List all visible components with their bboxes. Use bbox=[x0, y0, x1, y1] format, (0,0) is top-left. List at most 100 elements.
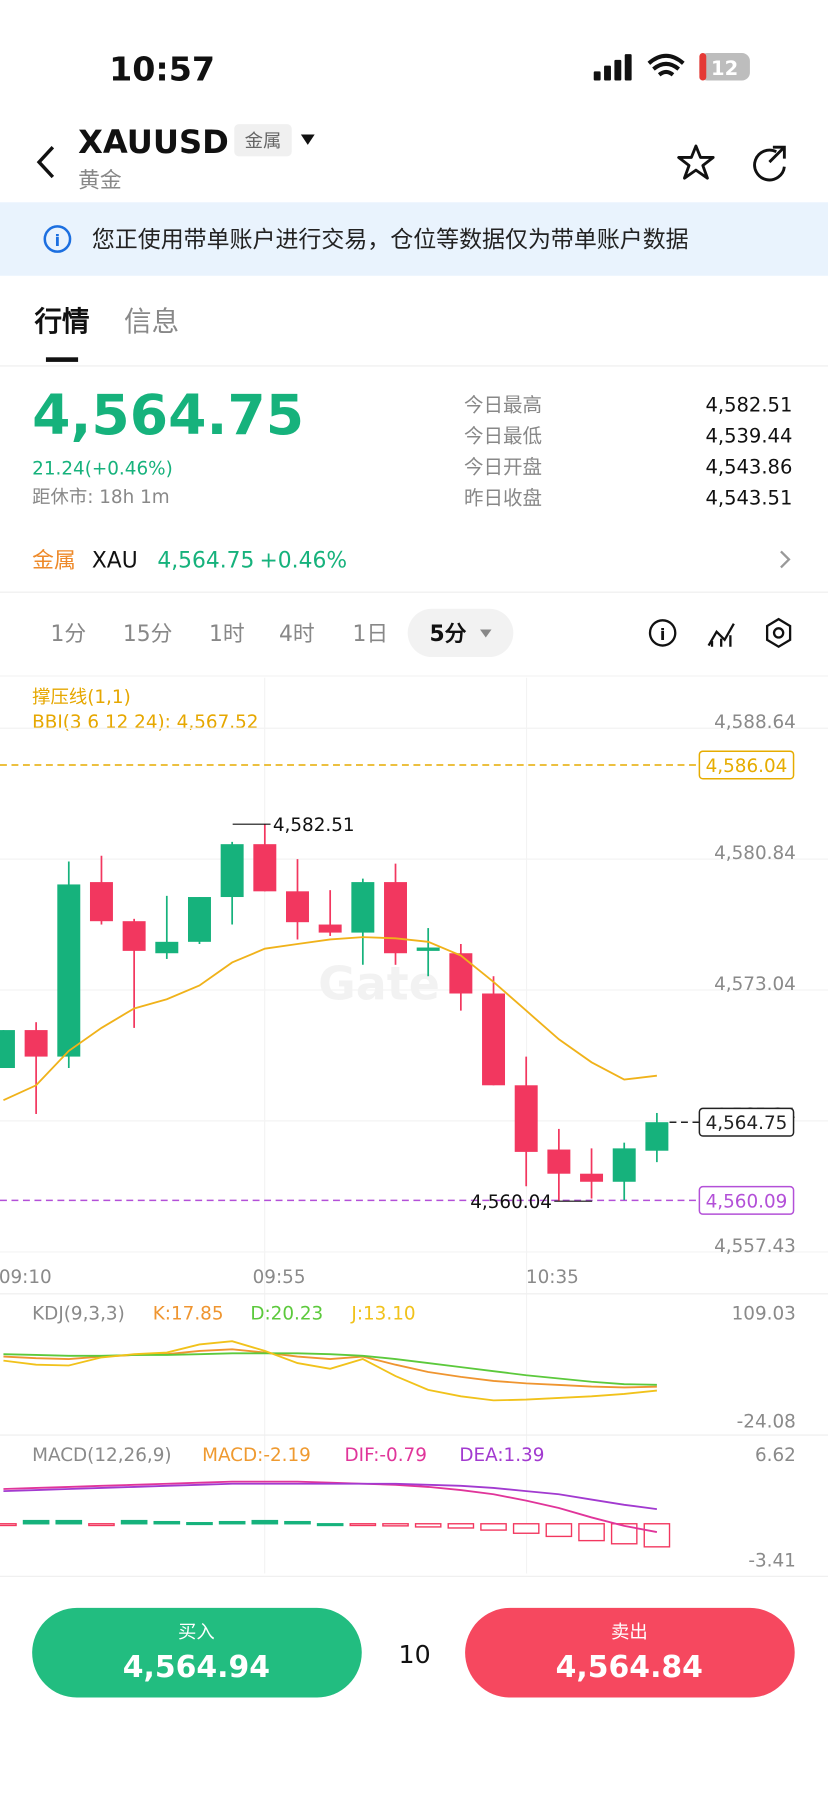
candle-body bbox=[89, 882, 113, 922]
macd-bar bbox=[349, 1523, 377, 1527]
support-label: 4,560.09 bbox=[706, 1191, 788, 1212]
divider bbox=[0, 675, 828, 677]
metal-change: +0.46% bbox=[260, 548, 348, 573]
price-change: 21.24(+0.46%) bbox=[32, 458, 173, 479]
divider bbox=[0, 591, 828, 593]
y-tick-label: -3.41 bbox=[748, 1551, 796, 1572]
legend-entry: MACD:-2.19 bbox=[202, 1445, 311, 1466]
macd-bar bbox=[186, 1522, 213, 1526]
stat-label: 今日最高 bbox=[464, 393, 542, 416]
macd-bar bbox=[610, 1523, 638, 1545]
macd-bar bbox=[284, 1520, 311, 1525]
candle-body bbox=[220, 844, 244, 898]
candle-body bbox=[547, 1149, 571, 1174]
stat-value: 4,543.51 bbox=[705, 486, 792, 509]
info-icon-glyph: i bbox=[55, 231, 61, 250]
timeframe[interactable]: 15分 bbox=[123, 622, 173, 647]
time-label: 09:10 bbox=[0, 1267, 52, 1288]
indicator-info-glyph: i bbox=[660, 625, 666, 644]
divider bbox=[0, 1434, 828, 1436]
lot-size[interactable]: 10 bbox=[399, 1640, 431, 1669]
y-tick-label: 6.62 bbox=[755, 1445, 796, 1466]
macd-bar bbox=[316, 1523, 344, 1527]
kdj-line bbox=[3, 1340, 657, 1402]
back-button[interactable] bbox=[36, 145, 55, 179]
info-icon bbox=[43, 225, 72, 253]
last-price: 4,564.75 bbox=[32, 383, 304, 447]
stat-label: 今日开盘 bbox=[464, 455, 542, 478]
symbol-dropdown[interactable] bbox=[300, 134, 315, 145]
low-marker-label: 4,560.04 bbox=[470, 1192, 552, 1213]
stat-label: 昨日收盘 bbox=[464, 486, 542, 509]
macd-bar bbox=[545, 1523, 573, 1538]
notice-text: 您正使用带单账户进行交易，仓位等数据仅为带单账户数据 bbox=[92, 227, 689, 253]
macd-legend: MACD(12,26,9) bbox=[32, 1445, 171, 1466]
indicator-button[interactable] bbox=[707, 623, 735, 647]
macd-bar bbox=[88, 1523, 115, 1527]
candle-body bbox=[449, 953, 473, 994]
candle-body bbox=[286, 891, 309, 923]
timeframe[interactable]: 1日 bbox=[353, 622, 389, 647]
candle-body bbox=[155, 941, 179, 954]
y-tick-label: 4,588.64 bbox=[714, 712, 796, 733]
timeframe[interactable]: 1时 bbox=[209, 622, 245, 647]
last-label: 4,564.75 bbox=[706, 1113, 788, 1134]
timeframe[interactable]: 4时 bbox=[279, 622, 315, 647]
candle-body bbox=[122, 921, 146, 951]
stat-label: 今日最低 bbox=[464, 424, 542, 447]
macd-bar bbox=[414, 1523, 442, 1528]
macd-bar bbox=[251, 1519, 279, 1525]
battery-text: 12 bbox=[711, 57, 738, 80]
bbi-legend: BBI(3 6 12 24): 4,567.52 bbox=[32, 712, 258, 733]
candle-body bbox=[482, 993, 506, 1086]
sell-price: 4,564.84 bbox=[556, 1650, 703, 1685]
macd-bar bbox=[218, 1520, 246, 1525]
y-tick-label: 4,580.84 bbox=[714, 843, 796, 864]
buy-price: 4,564.94 bbox=[123, 1650, 270, 1685]
divider bbox=[0, 365, 828, 367]
legend-entry: J:13.10 bbox=[350, 1304, 415, 1325]
close-time: 距休市: 18h 1m bbox=[32, 487, 170, 508]
macd-bar bbox=[153, 1520, 181, 1525]
legend-entry: D:20.23 bbox=[250, 1304, 323, 1325]
buy-button[interactable] bbox=[32, 1607, 362, 1698]
divider bbox=[0, 1575, 828, 1577]
buy-label: 买入 bbox=[178, 1622, 215, 1643]
divider bbox=[264, 677, 266, 1574]
chart-legend: 撑压线(1,1) bbox=[32, 687, 131, 708]
macd-bar bbox=[22, 1519, 50, 1525]
timeframe-dropdown[interactable] bbox=[480, 629, 492, 638]
timeframe[interactable]: 1分 bbox=[51, 622, 87, 647]
candle-body bbox=[580, 1173, 604, 1182]
tab[interactable]: 行情 bbox=[33, 306, 89, 338]
indicator-info-button[interactable] bbox=[648, 619, 677, 647]
candle-body bbox=[57, 884, 81, 1057]
candle-body bbox=[351, 882, 375, 933]
timeframe-selected[interactable]: 5分 bbox=[430, 622, 467, 647]
metal-row-chevron[interactable] bbox=[780, 550, 791, 569]
y-tick-label: 4,573.04 bbox=[714, 974, 796, 995]
metal-code: XAU bbox=[92, 548, 138, 573]
sell-button[interactable] bbox=[465, 1607, 795, 1698]
candle-body bbox=[318, 924, 342, 933]
settings-button[interactable] bbox=[765, 617, 792, 649]
macd-line bbox=[3, 1480, 658, 1533]
legend-entry: K:17.85 bbox=[153, 1304, 224, 1325]
symbol-name: 黄金 bbox=[78, 168, 122, 193]
signal-icon bbox=[593, 54, 632, 81]
macd-bar bbox=[55, 1519, 83, 1525]
share-button[interactable] bbox=[753, 145, 786, 182]
favorite-button[interactable] bbox=[677, 144, 715, 180]
symbol: XAUUSD bbox=[78, 123, 229, 161]
status-time: 10:57 bbox=[109, 50, 215, 89]
y-tick-label: 109.03 bbox=[732, 1304, 796, 1325]
high-marker-label: 4,582.51 bbox=[273, 815, 355, 836]
stat-value: 4,582.51 bbox=[705, 393, 792, 416]
timeframe-selected-bg[interactable] bbox=[407, 608, 514, 658]
tab[interactable]: 信息 bbox=[124, 306, 179, 338]
legend-entry: DIF:-0.79 bbox=[345, 1445, 427, 1466]
settings-button-dot bbox=[772, 627, 785, 639]
macd-bar bbox=[512, 1523, 540, 1534]
watermark: Gate bbox=[318, 956, 440, 1010]
macd-bar bbox=[480, 1523, 507, 1531]
